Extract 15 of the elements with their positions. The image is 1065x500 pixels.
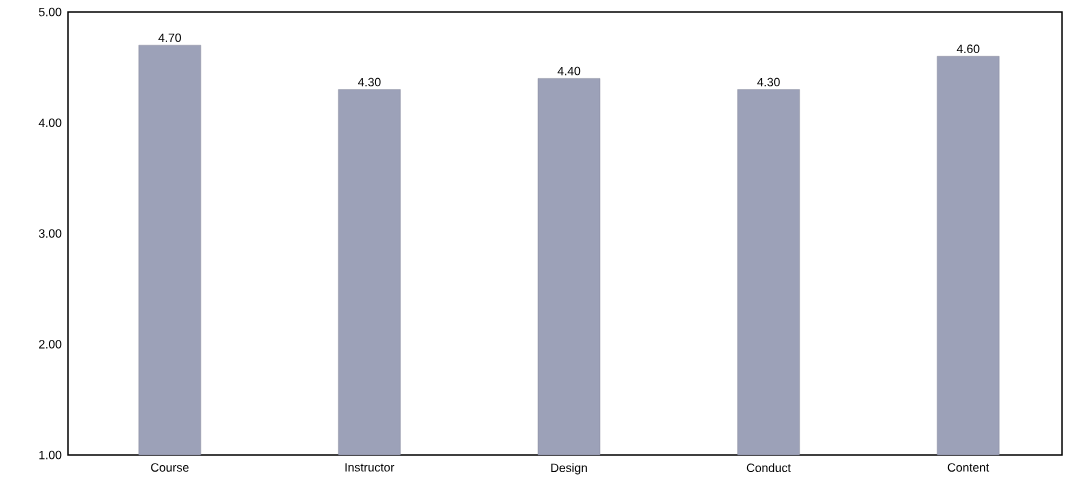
x-tick-label: Design — [551, 463, 587, 475]
x-tick-label: Instructor — [345, 463, 395, 472]
data-label: 4.30 — [757, 77, 780, 87]
data-label: 4.40 — [557, 66, 581, 76]
data-label: 4.60 — [956, 44, 980, 54]
x-tick-label: Course — [151, 463, 189, 472]
y-tick-label: 3.00 — [38, 229, 62, 238]
y-tick-label: 4.00 — [38, 118, 62, 127]
y-tick-label: 5.00 — [38, 7, 62, 17]
x-tick-label: Conduct — [746, 463, 791, 473]
data-label: 4.70 — [158, 33, 181, 43]
y-tick-label: 2.00 — [39, 340, 62, 349]
y-tick-label: 1.00 — [39, 450, 62, 460]
x-tick-label: Content — [947, 463, 990, 472]
data-label: 4.30 — [358, 77, 381, 87]
